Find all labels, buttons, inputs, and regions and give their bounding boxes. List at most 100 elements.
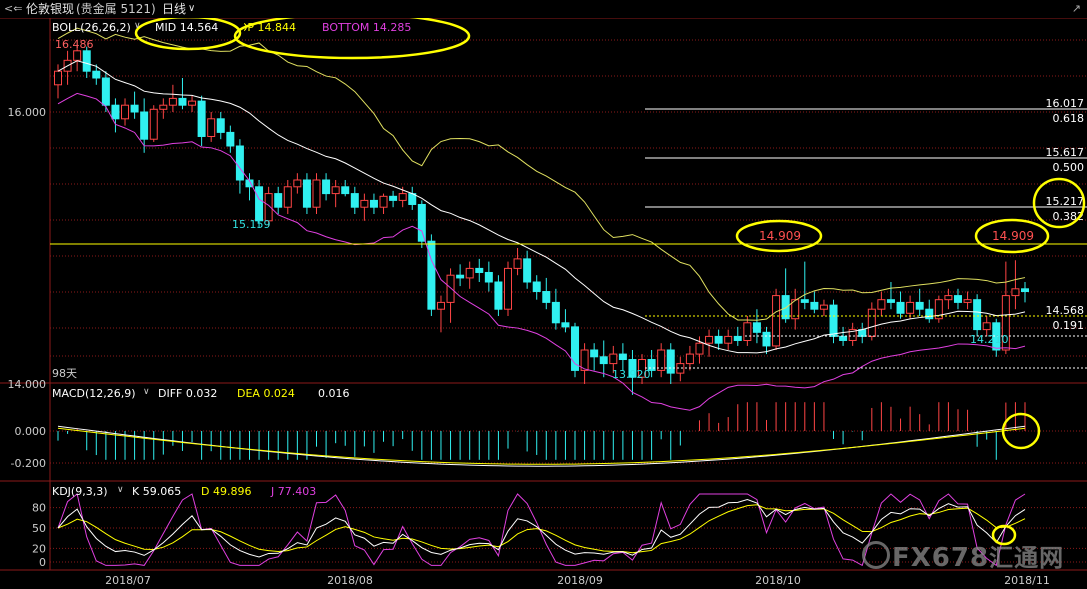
low-label: 15.159	[232, 218, 271, 231]
candle-body	[302, 179, 311, 208]
candle-body	[609, 353, 618, 365]
kdj-j: J 77.403	[271, 485, 317, 498]
candle-body	[791, 299, 800, 320]
candle-body	[685, 353, 694, 365]
boll-mid: MID 14.564	[155, 21, 219, 34]
candle-body	[341, 186, 350, 195]
fib-ratio-label: 0.191	[1053, 319, 1085, 332]
candle-body	[121, 104, 130, 120]
price-tick-label: 14.000	[8, 378, 47, 391]
kdj-chevron-icon[interactable]: ∨	[117, 485, 124, 495]
candle-body	[264, 193, 273, 222]
candle-body	[188, 100, 197, 106]
x-tick-label: 2018/09	[557, 574, 603, 587]
low-label: 13.920	[612, 368, 651, 381]
watermark: FX678汇通网	[862, 538, 1064, 573]
candle-body	[705, 335, 714, 344]
highlight-ring	[1001, 412, 1041, 450]
candle-body	[427, 240, 436, 310]
candle-body	[839, 335, 848, 341]
fib-price-label: 15.217	[1046, 195, 1085, 208]
candle-body	[398, 193, 407, 201]
macd-diff: DIFF 0.032	[158, 387, 218, 400]
candle-body	[494, 281, 503, 310]
candle-body	[532, 281, 541, 293]
fib-price-label: 15.617	[1046, 146, 1085, 159]
kdj-d: D 49.896	[201, 485, 252, 498]
candle-body	[877, 299, 886, 310]
candle-body	[676, 363, 685, 374]
macd-dea: DEA 0.024	[237, 387, 295, 400]
candle-body	[140, 111, 149, 140]
days-label: 98天	[52, 367, 77, 380]
candle-body	[551, 301, 560, 324]
candle-body	[829, 304, 838, 337]
candle-body	[331, 186, 340, 195]
candle-body	[235, 145, 244, 181]
candle-body	[283, 186, 292, 208]
candle-body	[800, 299, 809, 303]
candle-body	[599, 356, 608, 365]
candle-body	[130, 104, 139, 113]
candle-body	[503, 267, 512, 310]
candle-body	[819, 304, 828, 310]
candle-body	[628, 359, 637, 378]
boll-label: BOLL(26,26,2)	[52, 21, 131, 34]
candle-body	[973, 299, 982, 331]
candle-body	[944, 295, 953, 301]
macd-label: MACD(12,26,9)	[52, 387, 136, 400]
candle-body	[982, 322, 991, 331]
candle-body	[925, 308, 934, 320]
candle-body	[953, 295, 962, 303]
candle-body	[379, 195, 388, 208]
candle-body	[963, 299, 972, 303]
candle-body	[867, 308, 876, 337]
candle-body	[906, 301, 915, 314]
back-arrow-icon[interactable]: <⇐	[4, 2, 23, 15]
candle-body	[149, 108, 158, 140]
instrument-extra: (贵金属 5121)	[76, 2, 156, 16]
candle-body	[618, 353, 627, 361]
macd-tick-label: -0.200	[11, 457, 46, 470]
candle-body	[417, 203, 426, 242]
fib-ratio-label: 0.500	[1053, 161, 1085, 174]
candle-body	[293, 179, 302, 188]
corner-resize-icon[interactable]: ↗	[1071, 2, 1081, 15]
candle-body	[197, 100, 206, 137]
instrument-name: 伦敦银现	[26, 2, 75, 16]
candle-body	[523, 258, 532, 283]
candle-body	[1011, 288, 1020, 297]
candle-body	[1021, 288, 1029, 293]
candle-body	[896, 301, 905, 314]
kdj-k: K 59.065	[132, 485, 182, 498]
candle-body	[159, 104, 168, 110]
period-selector[interactable]: 日线	[162, 2, 187, 16]
low-label: 14.210	[970, 333, 1009, 346]
candle-body	[456, 274, 465, 279]
candle-body	[446, 274, 455, 303]
candle-body	[274, 193, 283, 208]
callout-label: 14.909	[992, 229, 1034, 243]
macd-dea-line	[57, 427, 1026, 465]
title-bar: <⇐ 伦敦银现 (贵金属 5121) 日线 ∨	[0, 0, 1087, 18]
macd-chevron-icon[interactable]: ∨	[143, 387, 150, 397]
candle-body	[465, 267, 474, 279]
candle-body	[666, 349, 675, 374]
candle-body	[571, 326, 580, 371]
candle-body	[752, 322, 761, 333]
candle-body	[389, 195, 398, 201]
candle-body	[54, 70, 62, 86]
candle-body	[226, 131, 235, 147]
kdj-tick-label: 80	[32, 502, 46, 515]
boll-bottom: BOTTOM 14.285	[322, 21, 412, 34]
candle-body	[781, 295, 790, 320]
candle-body	[360, 199, 369, 208]
candle-body	[255, 186, 264, 222]
fib-price-label: 16.017	[1046, 97, 1085, 110]
boll-top: TOP 14.844	[232, 21, 296, 34]
candle-body	[436, 301, 445, 310]
boll-chevron-icon[interactable]: ∨	[134, 21, 141, 31]
candle-body	[858, 329, 867, 337]
chevron-down-icon[interactable]: ∨	[188, 3, 196, 14]
macd-value: 0.016	[318, 387, 350, 400]
